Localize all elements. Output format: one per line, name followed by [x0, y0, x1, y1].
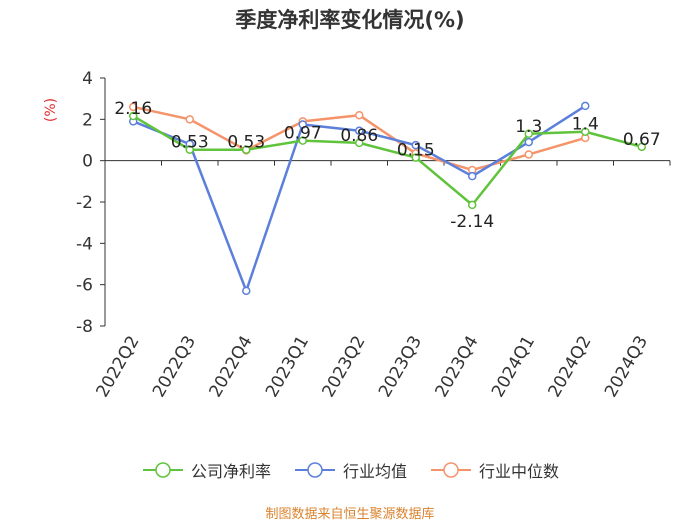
x-tick-label: 2024Q1 — [488, 333, 539, 401]
chart-title: 季度净利率变化情况(%) — [235, 8, 465, 32]
legend-item[interactable]: 公司净利率 — [141, 458, 271, 482]
x-tick-label: 2023Q3 — [375, 333, 426, 401]
x-tick-label: 2024Q3 — [601, 333, 652, 401]
x-tick-label: 2024Q2 — [545, 333, 596, 401]
data-point — [355, 126, 364, 135]
data-point — [524, 129, 533, 139]
y-tick-label: 2 — [82, 110, 93, 130]
legend-swatch — [142, 462, 183, 478]
data-label: -2.14 — [450, 212, 494, 232]
series-lines — [129, 101, 646, 296]
x-tick-label: 2023Q4 — [432, 333, 483, 401]
legend-swatch — [431, 462, 471, 478]
y-tick-label: -6 — [76, 276, 93, 296]
data-point — [129, 111, 138, 121]
data-point — [185, 115, 194, 124]
series-line — [132, 114, 643, 207]
data-point — [468, 200, 477, 210]
data-label: 0.53 — [227, 133, 265, 153]
data-labels: 2.16 0.53 0.53 0.97 0.86 0.15 -2.14 1.3 1.4 0.67 — [114, 99, 660, 232]
legend: 公司净利率 行业均值 行业中位数 — [0, 455, 700, 485]
x-tick-label: 2023Q1 — [262, 333, 313, 401]
data-point — [524, 150, 533, 159]
legend-swatch — [294, 462, 335, 478]
data-label: 1.4 — [572, 115, 599, 135]
legend-label: 行业均值 — [342, 462, 407, 481]
data-label: 0.15 — [397, 141, 435, 161]
data-label: 2.16 — [114, 99, 152, 119]
y-tick-label: 4 — [82, 69, 93, 89]
data-point — [411, 153, 420, 162]
x-tick-label: 2023Q2 — [319, 333, 370, 401]
data-point — [355, 138, 364, 148]
data-point — [129, 102, 138, 112]
data-point — [468, 171, 477, 181]
data-label: 0.86 — [340, 126, 378, 146]
data-point — [298, 136, 307, 145]
x-tick-label: 2022Q2 — [93, 333, 144, 401]
source-note: 制图数据来自恒生聚源数据库 — [265, 507, 435, 522]
data-point — [242, 145, 251, 154]
data-point — [524, 137, 533, 147]
data-point — [581, 101, 590, 111]
data-label: 0.97 — [284, 124, 322, 144]
data-label: 0.67 — [623, 130, 661, 150]
data-point — [411, 140, 420, 150]
legend-item[interactable]: 行业均值 — [293, 458, 407, 482]
y-tick-label: -8 — [76, 317, 93, 337]
x-tick-label: 2022Q4 — [206, 333, 257, 401]
data-label: 1.3 — [515, 117, 542, 137]
x-tick-label: 2022Q3 — [149, 333, 200, 401]
y-tick-label: 0 — [82, 152, 93, 172]
data-point — [355, 110, 364, 120]
legend-item[interactable]: 行业中位数 — [429, 458, 559, 482]
data-point — [185, 145, 194, 154]
data-point — [637, 142, 646, 152]
data-point — [581, 127, 590, 136]
legend-label: 公司净利率 — [190, 462, 271, 481]
data-point — [242, 286, 251, 296]
y-axis-label: (%) — [43, 98, 59, 122]
y-tick-label: -2 — [76, 193, 93, 213]
data-label: 0.53 — [171, 133, 209, 153]
y-tick-label: -4 — [76, 234, 93, 254]
legend-label: 行业中位数 — [479, 462, 560, 481]
data-point — [298, 120, 307, 129]
